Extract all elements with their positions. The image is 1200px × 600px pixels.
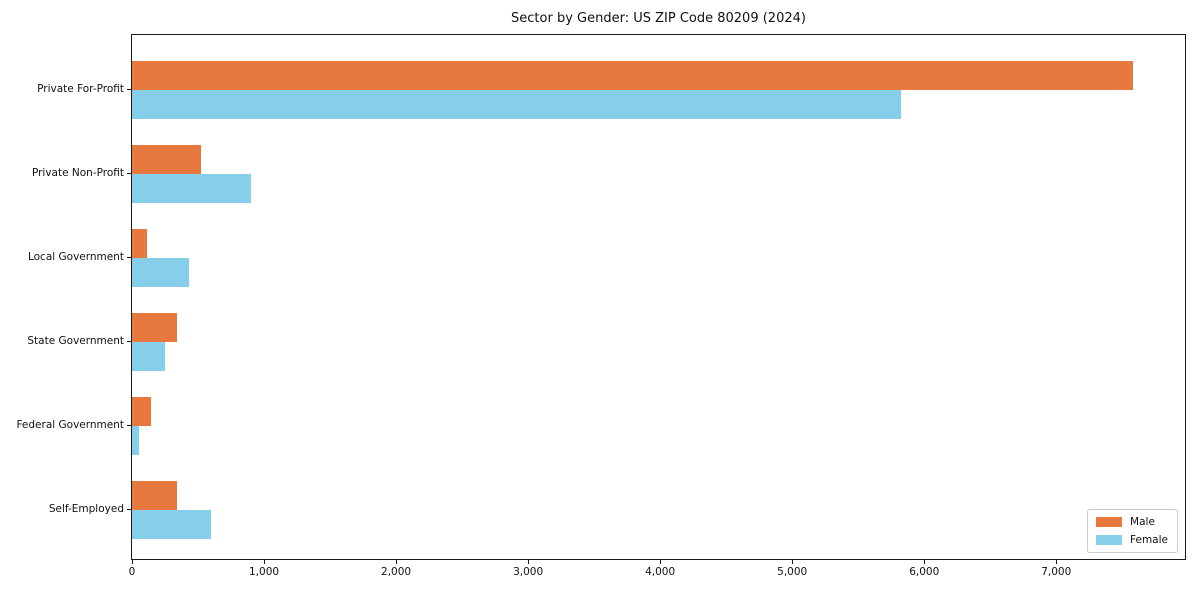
- legend-label-male: Male: [1130, 516, 1155, 528]
- bar-male-federal-government: [132, 397, 152, 426]
- bar-male-self-employed: [132, 481, 177, 510]
- x-tick-label: 6,000: [909, 566, 940, 578]
- bar-female-state-government: [132, 342, 165, 371]
- x-tick-label: 5,000: [777, 566, 808, 578]
- x-tick-mark: [396, 560, 398, 564]
- y-tick-mark: [127, 257, 131, 258]
- y-tick-mark: [127, 425, 131, 426]
- bar-female-federal-government: [132, 426, 140, 455]
- x-tick-label: 2,000: [381, 566, 412, 578]
- bar-male-state-government: [132, 313, 177, 342]
- legend-swatch-female: [1096, 535, 1123, 545]
- bar-female-private-non-profit: [132, 174, 251, 203]
- x-tick-mark: [264, 560, 266, 564]
- bar-male-local-government: [132, 229, 148, 258]
- y-category-label-private-non-profit: Private Non-Profit: [31, 167, 124, 179]
- y-tick-mark: [127, 173, 131, 174]
- y-category-label-state-government: State Government: [27, 335, 124, 347]
- x-tick-mark: [792, 560, 794, 564]
- x-tick-label: 0: [128, 566, 136, 578]
- x-tick-label: 4,000: [645, 566, 676, 578]
- bar-male-private-for-profit: [132, 61, 1133, 90]
- y-category-label-self-employed: Self-Employed: [48, 503, 124, 515]
- x-tick-label: 1,000: [249, 566, 280, 578]
- x-tick-mark: [660, 560, 662, 564]
- x-tick-label: 3,000: [513, 566, 544, 578]
- legend-item-female: Female: [1096, 534, 1168, 546]
- legend-item-male: Male: [1096, 516, 1168, 528]
- y-tick-mark: [127, 509, 131, 510]
- bar-male-private-non-profit: [132, 145, 201, 174]
- plot-area: Male Female: [131, 34, 1186, 560]
- x-tick-mark: [528, 560, 530, 564]
- y-tick-mark: [127, 341, 131, 342]
- bar-female-local-government: [132, 258, 190, 287]
- legend-swatch-male: [1096, 517, 1123, 527]
- y-tick-mark: [127, 89, 131, 90]
- x-tick-mark: [1056, 560, 1058, 564]
- x-tick-label: 7,000: [1041, 566, 1072, 578]
- legend: Male Female: [1087, 509, 1178, 553]
- x-tick-mark: [132, 560, 133, 564]
- bar-female-self-employed: [132, 510, 211, 539]
- y-category-label-federal-government: Federal Government: [16, 419, 124, 431]
- y-category-label-local-government: Local Government: [27, 251, 124, 263]
- legend-label-female: Female: [1130, 534, 1168, 546]
- bar-female-private-for-profit: [132, 90, 902, 119]
- y-category-label-private-for-profit: Private For-Profit: [37, 83, 124, 95]
- chart-title: Sector by Gender: US ZIP Code 80209 (202…: [511, 11, 806, 26]
- x-tick-mark: [924, 560, 926, 564]
